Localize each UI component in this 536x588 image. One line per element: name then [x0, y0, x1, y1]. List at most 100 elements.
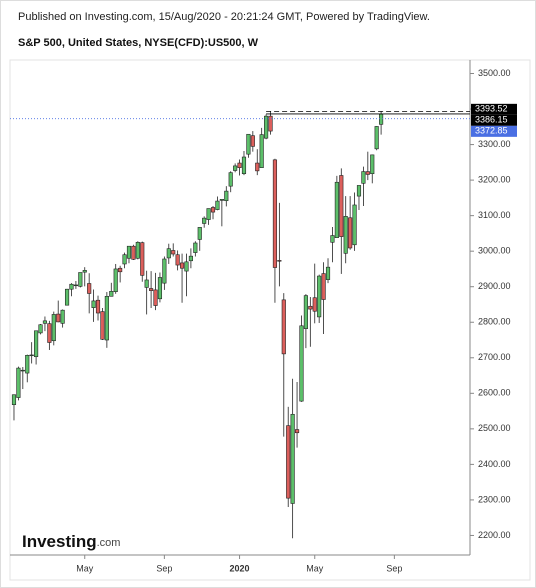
candle-body: [78, 272, 83, 287]
candle-body: [352, 204, 357, 246]
candle-body: [64, 288, 70, 306]
price-label-bg: [471, 125, 517, 137]
candle-body: [179, 262, 185, 269]
candle-body: [241, 156, 247, 175]
y-tick-label: 2800.00: [478, 317, 511, 327]
candle-body: [210, 207, 216, 213]
candle-body: [219, 198, 224, 201]
candle-body: [259, 134, 264, 168]
candle-body: [104, 296, 109, 341]
candle-body: [144, 279, 149, 288]
logo-main: Investing: [22, 532, 97, 551]
candle-body: [361, 171, 366, 184]
candle-body: [113, 268, 118, 292]
candle-body: [131, 245, 136, 260]
candle-body: [122, 254, 127, 265]
y-tick-label: 3200.00: [478, 174, 511, 184]
candle-body: [166, 248, 171, 259]
y-tick-label: 2200.00: [478, 530, 511, 540]
candle-body: [20, 369, 25, 372]
price-label-bg: [471, 114, 517, 126]
candle-body: [317, 275, 322, 318]
candle-body: [228, 172, 233, 187]
candle-body: [162, 258, 167, 284]
candle-body: [206, 208, 211, 220]
candle-body: [11, 394, 17, 405]
candle-body: [348, 217, 353, 249]
candle-body: [29, 354, 34, 357]
candle-body: [60, 309, 65, 324]
x-tick-label: Sep: [156, 563, 172, 573]
candle-body: [153, 289, 158, 306]
x-tick-label: 2020: [230, 563, 250, 573]
candle-body: [100, 311, 105, 340]
candle-body: [268, 115, 273, 132]
published-line: Published on Investing.com, 15/Aug/2020 …: [18, 11, 430, 23]
y-tick-label: 2400.00: [478, 459, 511, 469]
candle-body: [246, 133, 251, 155]
chart-border: [9, 59, 531, 581]
candle-body: [215, 200, 220, 210]
candle-body: [277, 260, 282, 262]
price-label: 3393.52: [475, 104, 508, 114]
candle-body: [109, 291, 114, 297]
candle-body: [290, 413, 295, 504]
candle-body: [224, 190, 229, 202]
candle-body: [325, 266, 331, 280]
y-tick-label: 2600.00: [478, 388, 511, 398]
candle-body: [140, 242, 145, 276]
candle-body: [286, 425, 291, 499]
price-label: 3386.15: [475, 115, 508, 125]
instrument-title: S&P 500, United States, NYSE(CFD):US500,…: [18, 37, 259, 49]
candle-body: [38, 324, 43, 334]
candle-body: [25, 354, 30, 374]
candle-body: [379, 113, 384, 125]
candle-body: [82, 270, 87, 273]
price-label: 3372.85: [475, 126, 508, 136]
candle-body: [95, 299, 101, 314]
candle-body: [312, 297, 317, 312]
candle-body: [233, 165, 238, 171]
y-tick-label: 3000.00: [478, 246, 511, 256]
candle-body: [202, 217, 207, 224]
candle-body: [157, 277, 163, 300]
candle-body: [330, 235, 335, 243]
candle-body: [16, 367, 21, 398]
candle-body: [356, 185, 362, 197]
candle-body: [175, 254, 180, 266]
y-tick-label: 3100.00: [478, 210, 511, 220]
candle-body: [197, 227, 202, 240]
candle-body: [91, 300, 96, 308]
candle-body: [299, 325, 304, 402]
candle-body: [250, 135, 255, 147]
candle-body: [118, 267, 123, 273]
candle-body: [264, 115, 269, 139]
candle-body: [272, 159, 278, 268]
candle-body: [237, 162, 242, 168]
y-tick-label: 2700.00: [478, 352, 511, 362]
logo-suffix: .com: [97, 537, 121, 549]
candle-body: [184, 261, 189, 272]
y-tick-label: 3300.00: [478, 139, 511, 149]
candle-body: [255, 162, 260, 172]
candle-body: [56, 313, 61, 323]
candle-body: [343, 216, 348, 254]
candle-body: [42, 320, 48, 324]
logo: Investing.com: [22, 532, 120, 551]
candle-body: [126, 245, 132, 259]
y-tick-label: 2300.00: [478, 494, 511, 504]
candle-body: [339, 175, 344, 237]
y-tick-label: 2500.00: [478, 423, 511, 433]
x-tick-label: May: [76, 563, 94, 573]
candle-body: [294, 429, 300, 434]
y-tick-label: 3500.00: [478, 68, 511, 78]
candle-body: [334, 181, 339, 238]
candle-body: [73, 284, 78, 287]
candle-body: [149, 288, 154, 291]
candle-body: [135, 241, 140, 259]
candle-body: [365, 171, 370, 175]
candle-body: [69, 283, 74, 290]
candle-body: [193, 242, 198, 253]
